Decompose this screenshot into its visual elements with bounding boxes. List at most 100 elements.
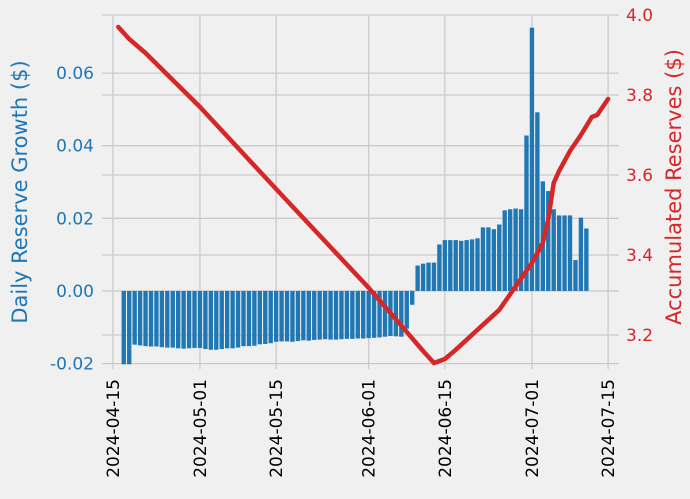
y-left-tick-label: 0.02	[56, 209, 94, 229]
bar	[355, 290, 360, 339]
y-right-axis-label: Accumulated Reserves ($)	[662, 49, 686, 325]
bar	[328, 290, 333, 340]
bar	[502, 210, 507, 291]
bar	[507, 209, 513, 291]
y-right-tick-label: 3.6	[626, 166, 653, 186]
bar	[399, 290, 404, 337]
bar	[252, 290, 257, 346]
bar	[268, 290, 273, 344]
bar	[339, 290, 344, 340]
bar	[279, 290, 284, 342]
bar	[148, 290, 154, 347]
bar	[295, 290, 301, 342]
bar	[306, 290, 311, 341]
bar	[480, 227, 486, 291]
bar	[524, 135, 529, 291]
y-left-tick-label: 0.06	[56, 64, 94, 84]
bar	[132, 290, 137, 345]
bar	[203, 290, 208, 350]
x-tick-label: 2024-05-01	[191, 379, 211, 478]
y-right-tick-label: 3.4	[626, 246, 653, 266]
bar	[159, 290, 165, 348]
bar	[230, 290, 235, 349]
bar-series	[121, 27, 589, 365]
bar	[241, 290, 246, 347]
bar	[154, 290, 159, 347]
x-tick-label: 2024-05-15	[267, 379, 287, 478]
bar	[486, 227, 491, 291]
bar	[377, 290, 382, 338]
bar	[431, 262, 437, 291]
bar	[192, 290, 197, 348]
bar	[556, 215, 562, 291]
bar	[410, 290, 415, 305]
bar	[459, 240, 464, 291]
bar	[312, 290, 317, 340]
bar	[497, 224, 502, 291]
bar	[165, 290, 170, 348]
y-right-tick-label: 4.0	[626, 6, 653, 26]
bar	[127, 290, 132, 365]
y-left-tick-label: 0.04	[56, 137, 94, 157]
bar	[290, 290, 295, 342]
bar	[371, 290, 377, 338]
bar	[263, 290, 268, 344]
bar	[284, 290, 290, 342]
bar	[567, 215, 573, 291]
bar	[197, 290, 203, 348]
bar	[170, 290, 175, 348]
bar	[121, 290, 126, 365]
bar	[464, 240, 469, 291]
bar	[491, 229, 497, 291]
bar	[301, 290, 306, 341]
bar	[181, 290, 186, 349]
bar	[344, 290, 350, 339]
y-left-tick-label: 0.00	[56, 282, 94, 302]
bar	[437, 244, 442, 291]
x-tick-label: 2024-06-15	[436, 379, 456, 478]
bar	[535, 112, 540, 291]
bar	[350, 290, 355, 339]
x-tick-label: 2024-06-01	[360, 379, 380, 478]
bar	[584, 228, 589, 291]
bar	[573, 260, 578, 291]
bar	[186, 290, 192, 349]
bar	[415, 265, 420, 291]
accumulated-reserves-line	[116, 24, 611, 366]
bar	[322, 290, 328, 340]
bar	[404, 290, 409, 329]
bar	[578, 217, 584, 291]
bar	[562, 215, 567, 291]
bar	[448, 240, 453, 291]
bar	[143, 290, 148, 347]
bar	[366, 290, 371, 339]
bar	[453, 240, 458, 291]
bar	[208, 290, 214, 350]
bar	[317, 290, 322, 340]
bar	[529, 27, 535, 291]
bar	[235, 290, 241, 348]
bar	[393, 290, 399, 337]
bar	[224, 290, 230, 349]
bar	[426, 262, 431, 291]
y-right-tick-label: 3.2	[626, 326, 653, 346]
bar	[475, 238, 480, 291]
line-series	[116, 24, 611, 366]
x-tick-label: 2024-07-15	[599, 379, 619, 478]
y-right-axis: 3.2 3.4 3.6 3.8 4.0	[626, 6, 653, 346]
bar	[442, 240, 448, 291]
bar	[219, 290, 224, 350]
bar	[246, 290, 252, 347]
bar	[361, 290, 366, 339]
bar	[518, 209, 524, 291]
x-tick-label: 2024-04-15	[104, 379, 124, 478]
bar	[546, 191, 551, 291]
x-axis: 2024-04-15 2024-05-01 2024-05-15 2024-06-01…	[104, 379, 619, 478]
bar	[469, 239, 475, 291]
bar	[137, 290, 143, 346]
bar	[257, 290, 262, 345]
x-tick-label: 2024-07-01	[523, 379, 543, 478]
bar	[333, 290, 339, 340]
bar	[382, 290, 388, 337]
